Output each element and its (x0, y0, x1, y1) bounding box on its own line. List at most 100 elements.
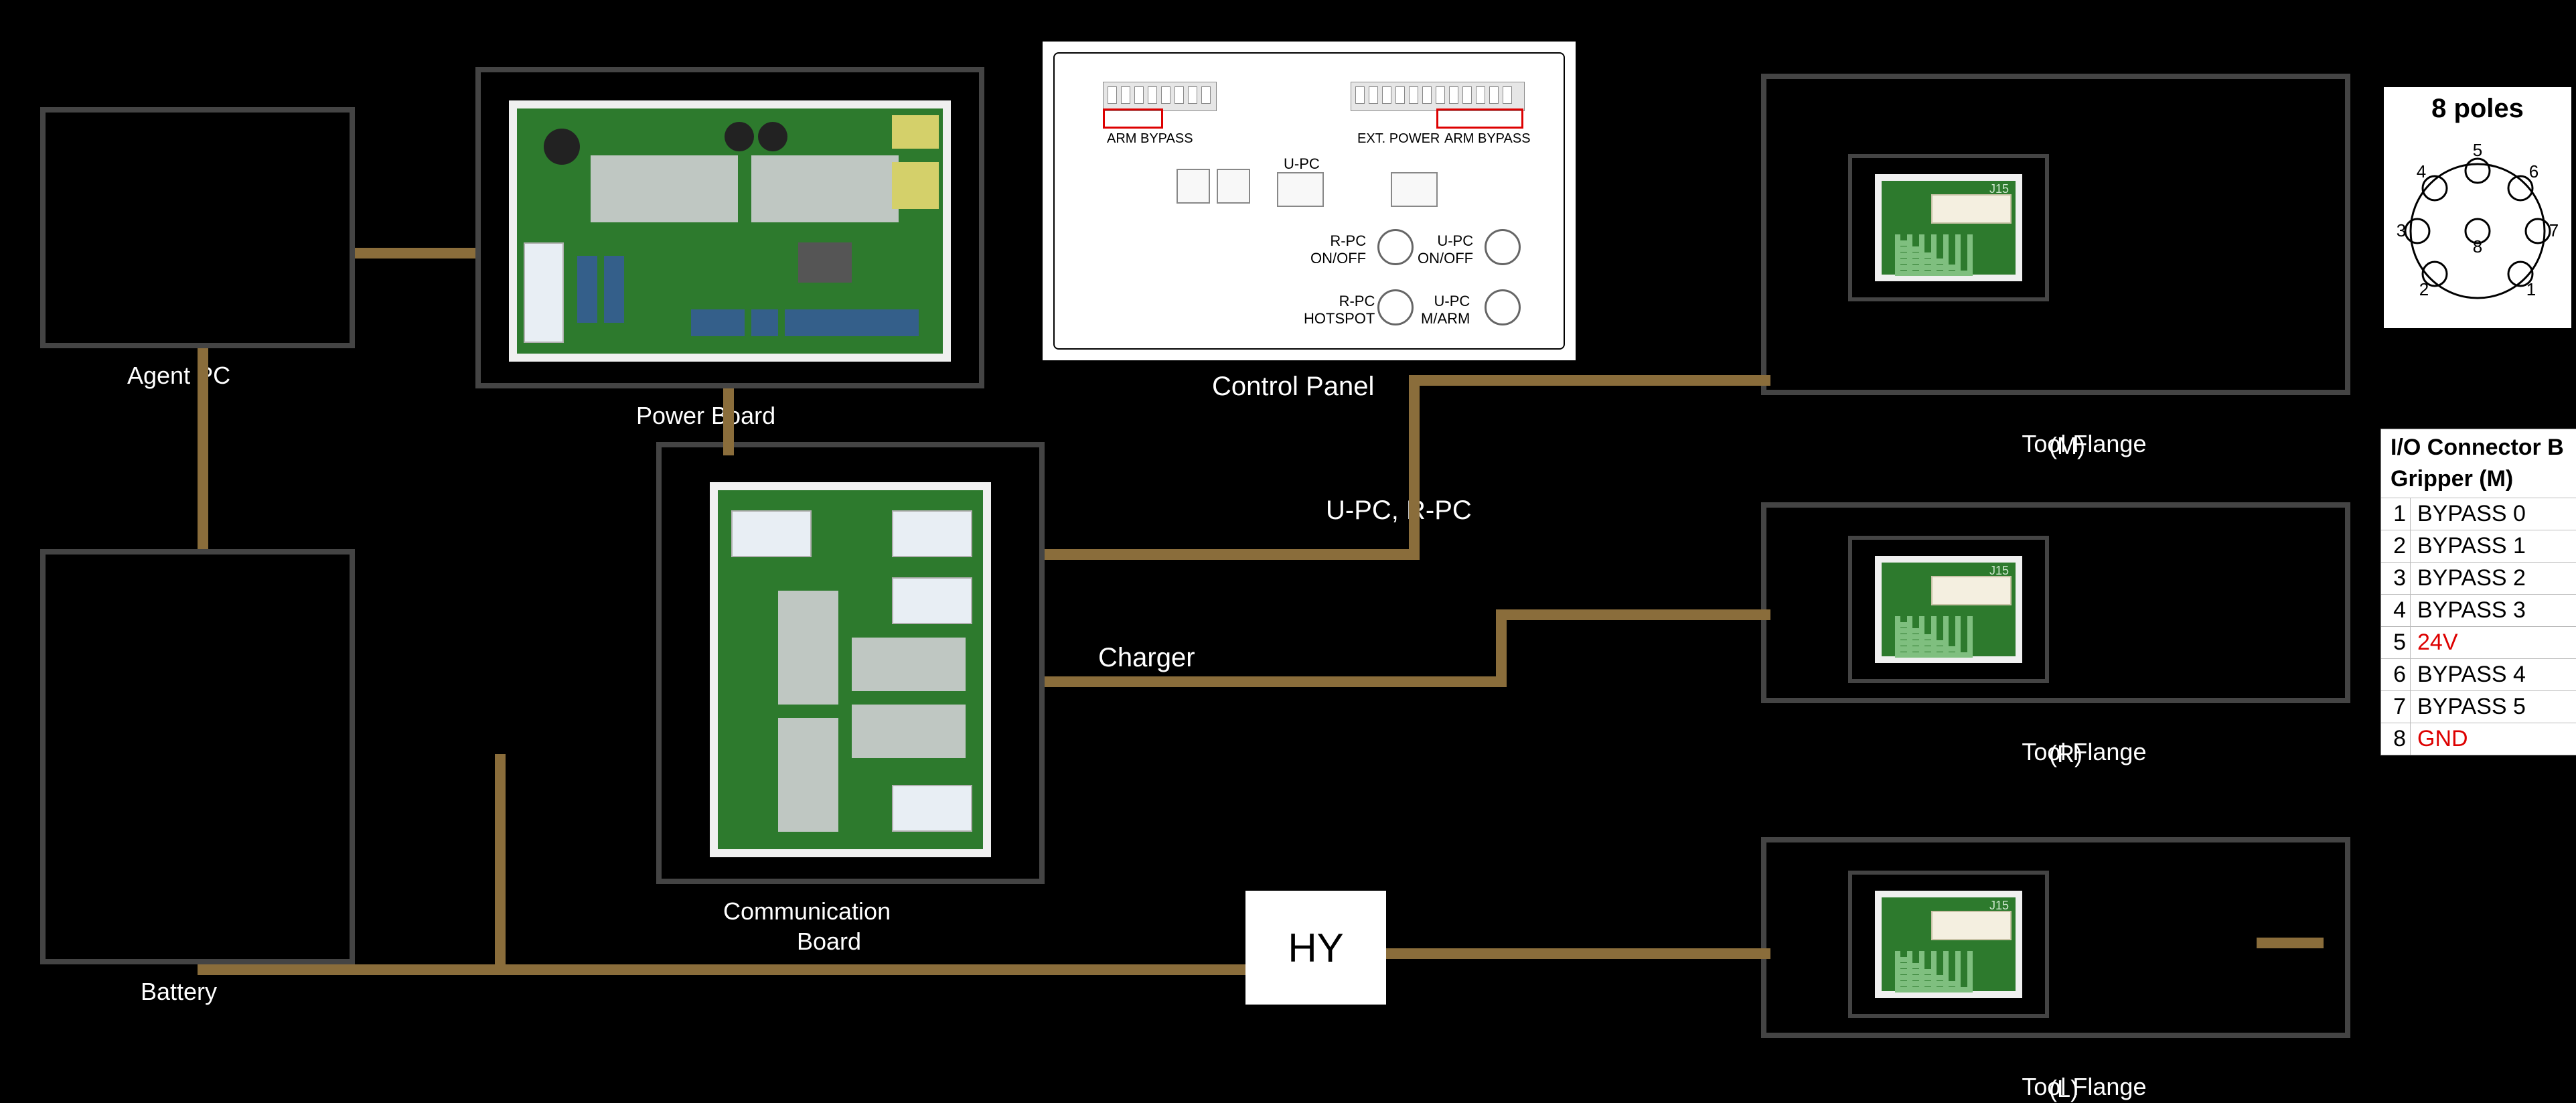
wire (1603, 948, 1614, 959)
ethernet-port-1 (1277, 172, 1324, 207)
usb-port-1 (1177, 169, 1210, 204)
pin-value: BYPASS 5 (2411, 691, 2532, 723)
pin-number: 6 (2381, 659, 2411, 690)
ethernet-port-2 (1391, 172, 1438, 207)
pin-row: 2BYPASS 1 (2381, 530, 2576, 562)
terminal-block-right (1351, 82, 1525, 111)
tool-pcb: J15 (1848, 871, 2049, 1018)
poles-diagram: 8 poles 5 6 7 1 8 2 3 4 (2384, 87, 2571, 328)
upc-onoff-button[interactable] (1485, 229, 1521, 265)
wire (355, 248, 475, 259)
upc-onoff-label: U-PC ON/OFF (1418, 232, 1473, 267)
rpc-hotspot-label: R-PC HOTSPOT (1304, 293, 1375, 327)
pin-number: 1 (2381, 498, 2411, 530)
svg-text:5: 5 (2473, 140, 2482, 160)
pin-number: 2 (2381, 530, 2411, 562)
pin-table-header2: Gripper (M) (2381, 466, 2576, 498)
wire (1603, 948, 1770, 959)
wire (495, 964, 1252, 975)
tool-flange-sub-m: (M) (2049, 432, 2085, 460)
pin-number: 7 (2381, 691, 2411, 723)
upc-port-label: U-PC (1284, 155, 1320, 173)
poles-title: 8 poles (2384, 87, 2571, 124)
wire (1409, 375, 1420, 560)
tool-flange-text-r: Tool Flange (2022, 738, 2146, 765)
pin-value: 24V (2411, 627, 2465, 658)
wire (2257, 938, 2324, 948)
wire (1409, 375, 1770, 386)
red-mark-right (1436, 108, 1523, 129)
power-board-pcb (509, 100, 951, 362)
pin-value: BYPASS 3 (2411, 595, 2532, 626)
pin-row: 6BYPASS 4 (2381, 658, 2576, 690)
wire (723, 388, 734, 455)
upc-marm-label: U-PC M/ARM (1421, 293, 1470, 327)
rpc-onoff-button[interactable] (1377, 229, 1414, 265)
wire (1045, 676, 1507, 687)
upc-rpc-label: U-PC, R-PC (1326, 496, 1472, 526)
pin-row: 7BYPASS 5 (2381, 690, 2576, 723)
svg-text:8: 8 (2473, 236, 2482, 256)
pin-table: I/O Connector B Gripper (M) 1BYPASS 02BY… (2380, 429, 2576, 755)
pin-table-header1: I/O Connector B (2381, 429, 2576, 466)
tool-pcb: J15 (1848, 536, 2049, 683)
svg-text:4: 4 (2417, 161, 2426, 181)
terminal-label-right: ARM BYPASS (1444, 131, 1531, 147)
red-mark-left (1103, 108, 1163, 129)
upc-marm-button[interactable] (1485, 289, 1521, 325)
j15-label: J15 (1989, 564, 2009, 578)
j15-label: J15 (1989, 899, 2009, 913)
comm-board-label-a: Communication (723, 897, 891, 926)
charger-label: Charger (1098, 643, 1195, 673)
wire (1496, 609, 1507, 687)
rpc-onoff-label: R-PC ON/OFF (1310, 232, 1366, 267)
pin-rows: 1BYPASS 02BYPASS 13BYPASS 24BYPASS 3524V… (2381, 498, 2576, 755)
power-board-label: Power Board (636, 402, 775, 430)
terminal-label-ext: EXT. POWER (1357, 131, 1440, 147)
svg-text:1: 1 (2526, 279, 2536, 299)
pin-value: GND (2411, 723, 2475, 755)
rpc-hotspot-button[interactable] (1377, 289, 1414, 325)
wire (198, 964, 506, 975)
pin-row: 524V (2381, 626, 2576, 658)
terminal-block-left (1103, 82, 1217, 111)
wire (1386, 948, 1614, 959)
tool-pcb: J15 (1848, 154, 2049, 301)
pin-value: BYPASS 0 (2411, 498, 2532, 530)
wire (495, 754, 506, 975)
wire (198, 348, 208, 549)
svg-text:2: 2 (2419, 279, 2429, 299)
control-panel-box: ARM BYPASS EXT. POWER ARM BYPASS U-PC R-… (1041, 40, 1577, 362)
tool-flange-sub-r: (R) (2049, 740, 2082, 768)
wire (1045, 549, 1420, 560)
terminal-label-left: ARM BYPASS (1107, 131, 1193, 147)
poles-svg: 5 6 7 1 8 2 3 4 (2391, 124, 2565, 325)
j15-label: J15 (1989, 182, 2009, 196)
pin-value: BYPASS 1 (2411, 530, 2532, 562)
pin-value: BYPASS 2 (2411, 563, 2532, 594)
comm-board-pcb (710, 482, 991, 857)
hy-box: HY (1245, 891, 1386, 1005)
battery-box (40, 549, 355, 964)
agent-pc-label: Agent PC (127, 362, 230, 390)
pin-value: BYPASS 4 (2411, 659, 2532, 690)
usb-port-2 (1217, 169, 1250, 204)
pin-number: 8 (2381, 723, 2411, 755)
pin-row: 4BYPASS 3 (2381, 594, 2576, 626)
control-panel-label: Control Panel (1212, 372, 1374, 402)
pin-row: 8GND (2381, 723, 2576, 755)
pin-number: 5 (2381, 627, 2411, 658)
svg-text:3: 3 (2397, 220, 2406, 240)
svg-text:6: 6 (2529, 161, 2539, 181)
comm-board-label-b: Board (797, 928, 861, 956)
tool-flange-sub-l: (L) (2049, 1075, 2078, 1103)
svg-text:7: 7 (2549, 220, 2559, 240)
pin-number: 3 (2381, 563, 2411, 594)
pin-row: 1BYPASS 0 (2381, 498, 2576, 530)
tool-flange-text-l: Tool Flange (2022, 1073, 2146, 1100)
battery-label: Battery (141, 978, 217, 1006)
pin-row: 3BYPASS 2 (2381, 562, 2576, 594)
wire (1496, 609, 1770, 620)
hy-text: HY (1288, 925, 1343, 971)
agent-pc-box (40, 107, 355, 348)
